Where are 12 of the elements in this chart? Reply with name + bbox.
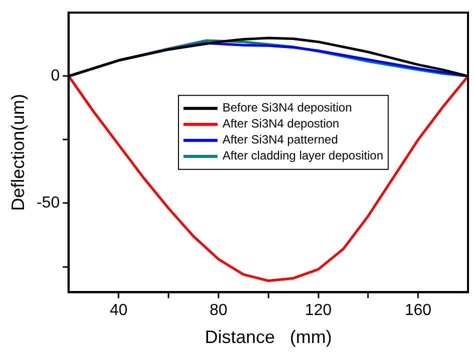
y-tick-label: -50 — [36, 194, 60, 212]
x-tick-label: 40 — [110, 302, 128, 320]
y-tick-label: 0 — [50, 68, 60, 85]
legend-label: Before Si3N4 deposition — [222, 100, 352, 115]
y-axis-title: Deflection(um) — [8, 94, 28, 211]
legend-label: After Si3N4 patterned — [222, 132, 338, 147]
x-tick-label: 120 — [304, 302, 332, 320]
x-tick-label: 80 — [210, 302, 228, 320]
x-tick-label: 160 — [404, 302, 432, 320]
legend-label: After Si3N4 depostion — [222, 116, 340, 131]
x-axis-title: Distance (mm) — [204, 327, 332, 348]
legend-label: After cladding layer deposition — [222, 148, 384, 163]
